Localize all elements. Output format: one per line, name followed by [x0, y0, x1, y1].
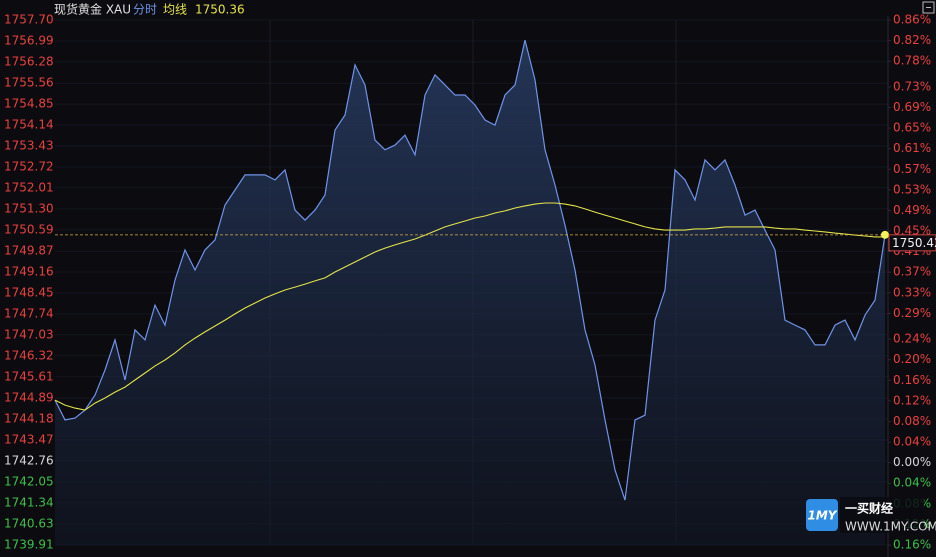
- y-tick-label: 1747.74: [4, 306, 54, 320]
- y2-tick-label: 0.37%: [893, 265, 931, 279]
- y2-tick-label: 0.57%: [893, 162, 931, 176]
- y2-tick-label: 0.49%: [893, 203, 931, 217]
- logo-url: WWW.1MY.COM: [845, 520, 936, 534]
- area: [55, 40, 885, 545]
- y2-tick-label: 0.12%: [893, 393, 931, 407]
- y-tick-label: 1749.16: [4, 265, 54, 279]
- y-tick-label: 1756.99: [4, 33, 54, 47]
- y-tick-label: 1753.43: [4, 139, 54, 153]
- y-tick-label: 1741.34: [4, 495, 54, 509]
- last-point: [881, 230, 889, 239]
- icon-box[interactable]: [922, 1, 935, 14]
- y-tick-label: 1742.05: [4, 474, 54, 488]
- y-tick-label: 1745.61: [4, 369, 54, 383]
- y-tick-label: 1754.14: [4, 118, 54, 132]
- y2-tick-label: 0.00%: [893, 455, 931, 469]
- y2-tick-label: 0.86%: [893, 13, 931, 27]
- y2-tick-label: 0.53%: [893, 182, 931, 196]
- corner-icon[interactable]: [922, 1, 935, 14]
- logo-bg: [840, 497, 924, 533]
- legend-entry: 均线: [163, 3, 187, 17]
- price-tag: [888, 234, 936, 252]
- y2-tick-label: 0.24%: [893, 332, 931, 346]
- y-tick-label: 1755.56: [4, 76, 54, 90]
- y2-tick-label: 0.69%: [893, 100, 931, 114]
- y-tick-label: 1752.01: [4, 180, 54, 194]
- y-tick-label: 1754.85: [4, 97, 54, 111]
- y-tick-label: 1756.28: [4, 54, 54, 68]
- y2-tick-label: 0.20%: [893, 352, 931, 366]
- y-tick-label: 1749.87: [4, 244, 54, 258]
- y2-tick-label: 0.29%: [893, 306, 931, 320]
- y2-tick-label: 0.61%: [893, 141, 931, 155]
- y2-tick-label: 0.16%: [893, 538, 931, 552]
- y-tick-label: 1748.45: [4, 285, 54, 299]
- y-tick-label: 1751.30: [4, 201, 54, 215]
- legend-entry: 分时: [133, 3, 157, 17]
- y2-tick-label: 0.08%: [893, 414, 931, 428]
- ma-value: 1750.36: [195, 3, 245, 17]
- y2-tick-label: 0.78%: [893, 54, 931, 68]
- chart-title: 现货黄金 XAU: [54, 2, 131, 17]
- y-tick-label: 1744.18: [4, 411, 54, 425]
- y2-tick-label: 0.65%: [893, 121, 931, 135]
- y-tick-label: 1746.32: [4, 348, 54, 362]
- logo-icon-text: 1MY: [808, 509, 838, 523]
- y-tick-label: 1740.63: [4, 516, 54, 530]
- logo-name: 一买财经: [845, 501, 893, 516]
- y-tick-label: 1750.59: [4, 222, 54, 236]
- y-tick-label: 1757.70: [4, 13, 54, 27]
- y-tick-label: 1752.72: [4, 159, 54, 173]
- y2-tick-label: 0.04%: [893, 476, 931, 490]
- y2-tick-label: 0.16%: [893, 373, 931, 387]
- y-tick-label: 1742.76: [4, 453, 54, 467]
- y2-tick-label: 0.73%: [893, 79, 931, 93]
- logo-icon: [806, 499, 838, 531]
- y-tick-label: 1739.91: [4, 538, 54, 552]
- series-line: [54, 39, 886, 501]
- y2-tick-label: 0.04%: [893, 435, 931, 449]
- y-tick-label: 1747.03: [4, 327, 54, 341]
- y2-tick-label: 0.33%: [893, 285, 931, 299]
- y-tick-label: 1744.89: [4, 391, 54, 405]
- y2-tick-label: 0.82%: [893, 33, 931, 47]
- series-line: [54, 202, 885, 411]
- y2-tick-label: 0.45%: [893, 224, 931, 238]
- price-tag-label: 1750.42: [892, 236, 936, 250]
- y-tick-label: 1743.47: [4, 432, 54, 446]
